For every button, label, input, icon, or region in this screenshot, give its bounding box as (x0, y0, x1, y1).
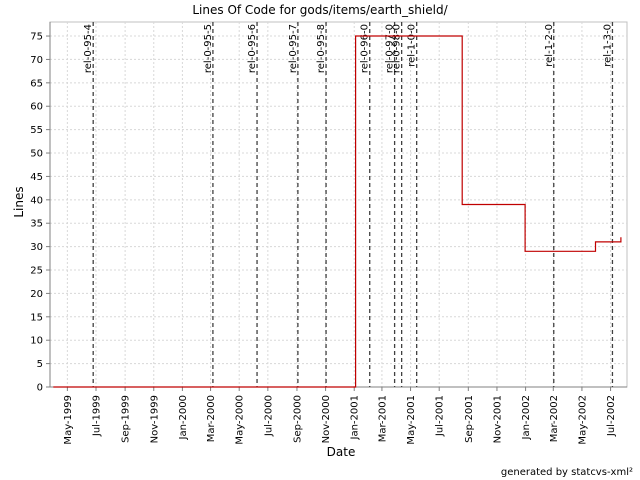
x-tick-label: Sep-2000 (292, 395, 303, 443)
release-label: rel-0-95-6 (247, 24, 258, 73)
x-tick-label: Mar-2002 (549, 395, 560, 442)
y-tick-label: 30 (30, 242, 43, 253)
x-tick-label: Jul-2000 (263, 395, 274, 437)
plot-area: 0 5 10 15 20 25 30 35 40 45 50 55 60 65 70 75 May-1999 Ju… (30, 21, 628, 445)
x-tick-label: Sep-2001 (464, 395, 475, 443)
x-tick-label: May-2002 (577, 395, 588, 445)
x-tick-label: Mar-2000 (206, 395, 217, 442)
chart-title: Lines Of Code for gods/items/earth_shiel… (192, 3, 448, 17)
x-tick-label: Jan-2002 (521, 395, 532, 440)
release-label: rel-0-95-5 (203, 24, 214, 73)
y-tick-label: 55 (30, 125, 43, 136)
y-tick-label: 75 (30, 32, 43, 43)
release-label: rel-1-2-0 (544, 24, 555, 67)
y-tick-label: 0 (37, 383, 43, 394)
x-tick-label: Sep-1999 (121, 395, 132, 443)
plot-background (49, 21, 628, 388)
y-tick-label: 65 (30, 78, 43, 89)
x-tick-label: Nov-2001 (492, 395, 503, 443)
y-tick-label: 70 (30, 55, 43, 66)
x-tick-label: Jan-2001 (350, 395, 361, 440)
y-axis-label: Lines (12, 186, 26, 217)
x-tick-label: Nov-1999 (149, 395, 160, 443)
release-label: rel-0-96-0 (360, 24, 371, 73)
generator-credit: generated by statcvs-xml² (501, 467, 633, 478)
x-tick-label: Jul-2001 (435, 395, 446, 437)
x-tick-label: Jul-2002 (606, 395, 617, 437)
y-tick-label: 40 (30, 195, 43, 206)
y-tick-label: 20 (30, 289, 43, 300)
release-label: rel-1-0-0 (407, 24, 418, 67)
x-tick-label: Jan-2000 (178, 395, 189, 440)
x-tick-label: Mar-2001 (377, 395, 388, 442)
y-tick-label: 5 (37, 359, 43, 370)
x-axis-label: Date (327, 445, 356, 459)
x-tick-label: May-2000 (235, 395, 246, 445)
release-label: rel-0-95-4 (83, 24, 94, 73)
x-tick-label: Nov-2000 (321, 395, 332, 443)
release-label: rel-0-97-0 (385, 24, 396, 73)
release-label: rel-0-98-0 (392, 24, 403, 73)
y-tick-label: 45 (30, 172, 43, 183)
y-tick-label: 15 (30, 312, 43, 323)
y-tick-label: 50 (30, 149, 43, 160)
x-tick-label: Jul-1999 (92, 395, 103, 437)
x-tick-label: May-2001 (406, 395, 417, 445)
y-tick-label: 60 (30, 102, 43, 113)
y-tick-label: 25 (30, 266, 43, 277)
release-label: rel-1-3-0 (602, 24, 613, 67)
y-tick-label: 35 (30, 219, 43, 230)
lines-series (53, 35, 622, 388)
release-label: rel-0-95-7 (288, 24, 299, 73)
x-tick-label: May-1999 (63, 395, 74, 445)
release-label: rel-0-95-8 (316, 24, 327, 73)
y-tick-label: 10 (30, 336, 43, 347)
